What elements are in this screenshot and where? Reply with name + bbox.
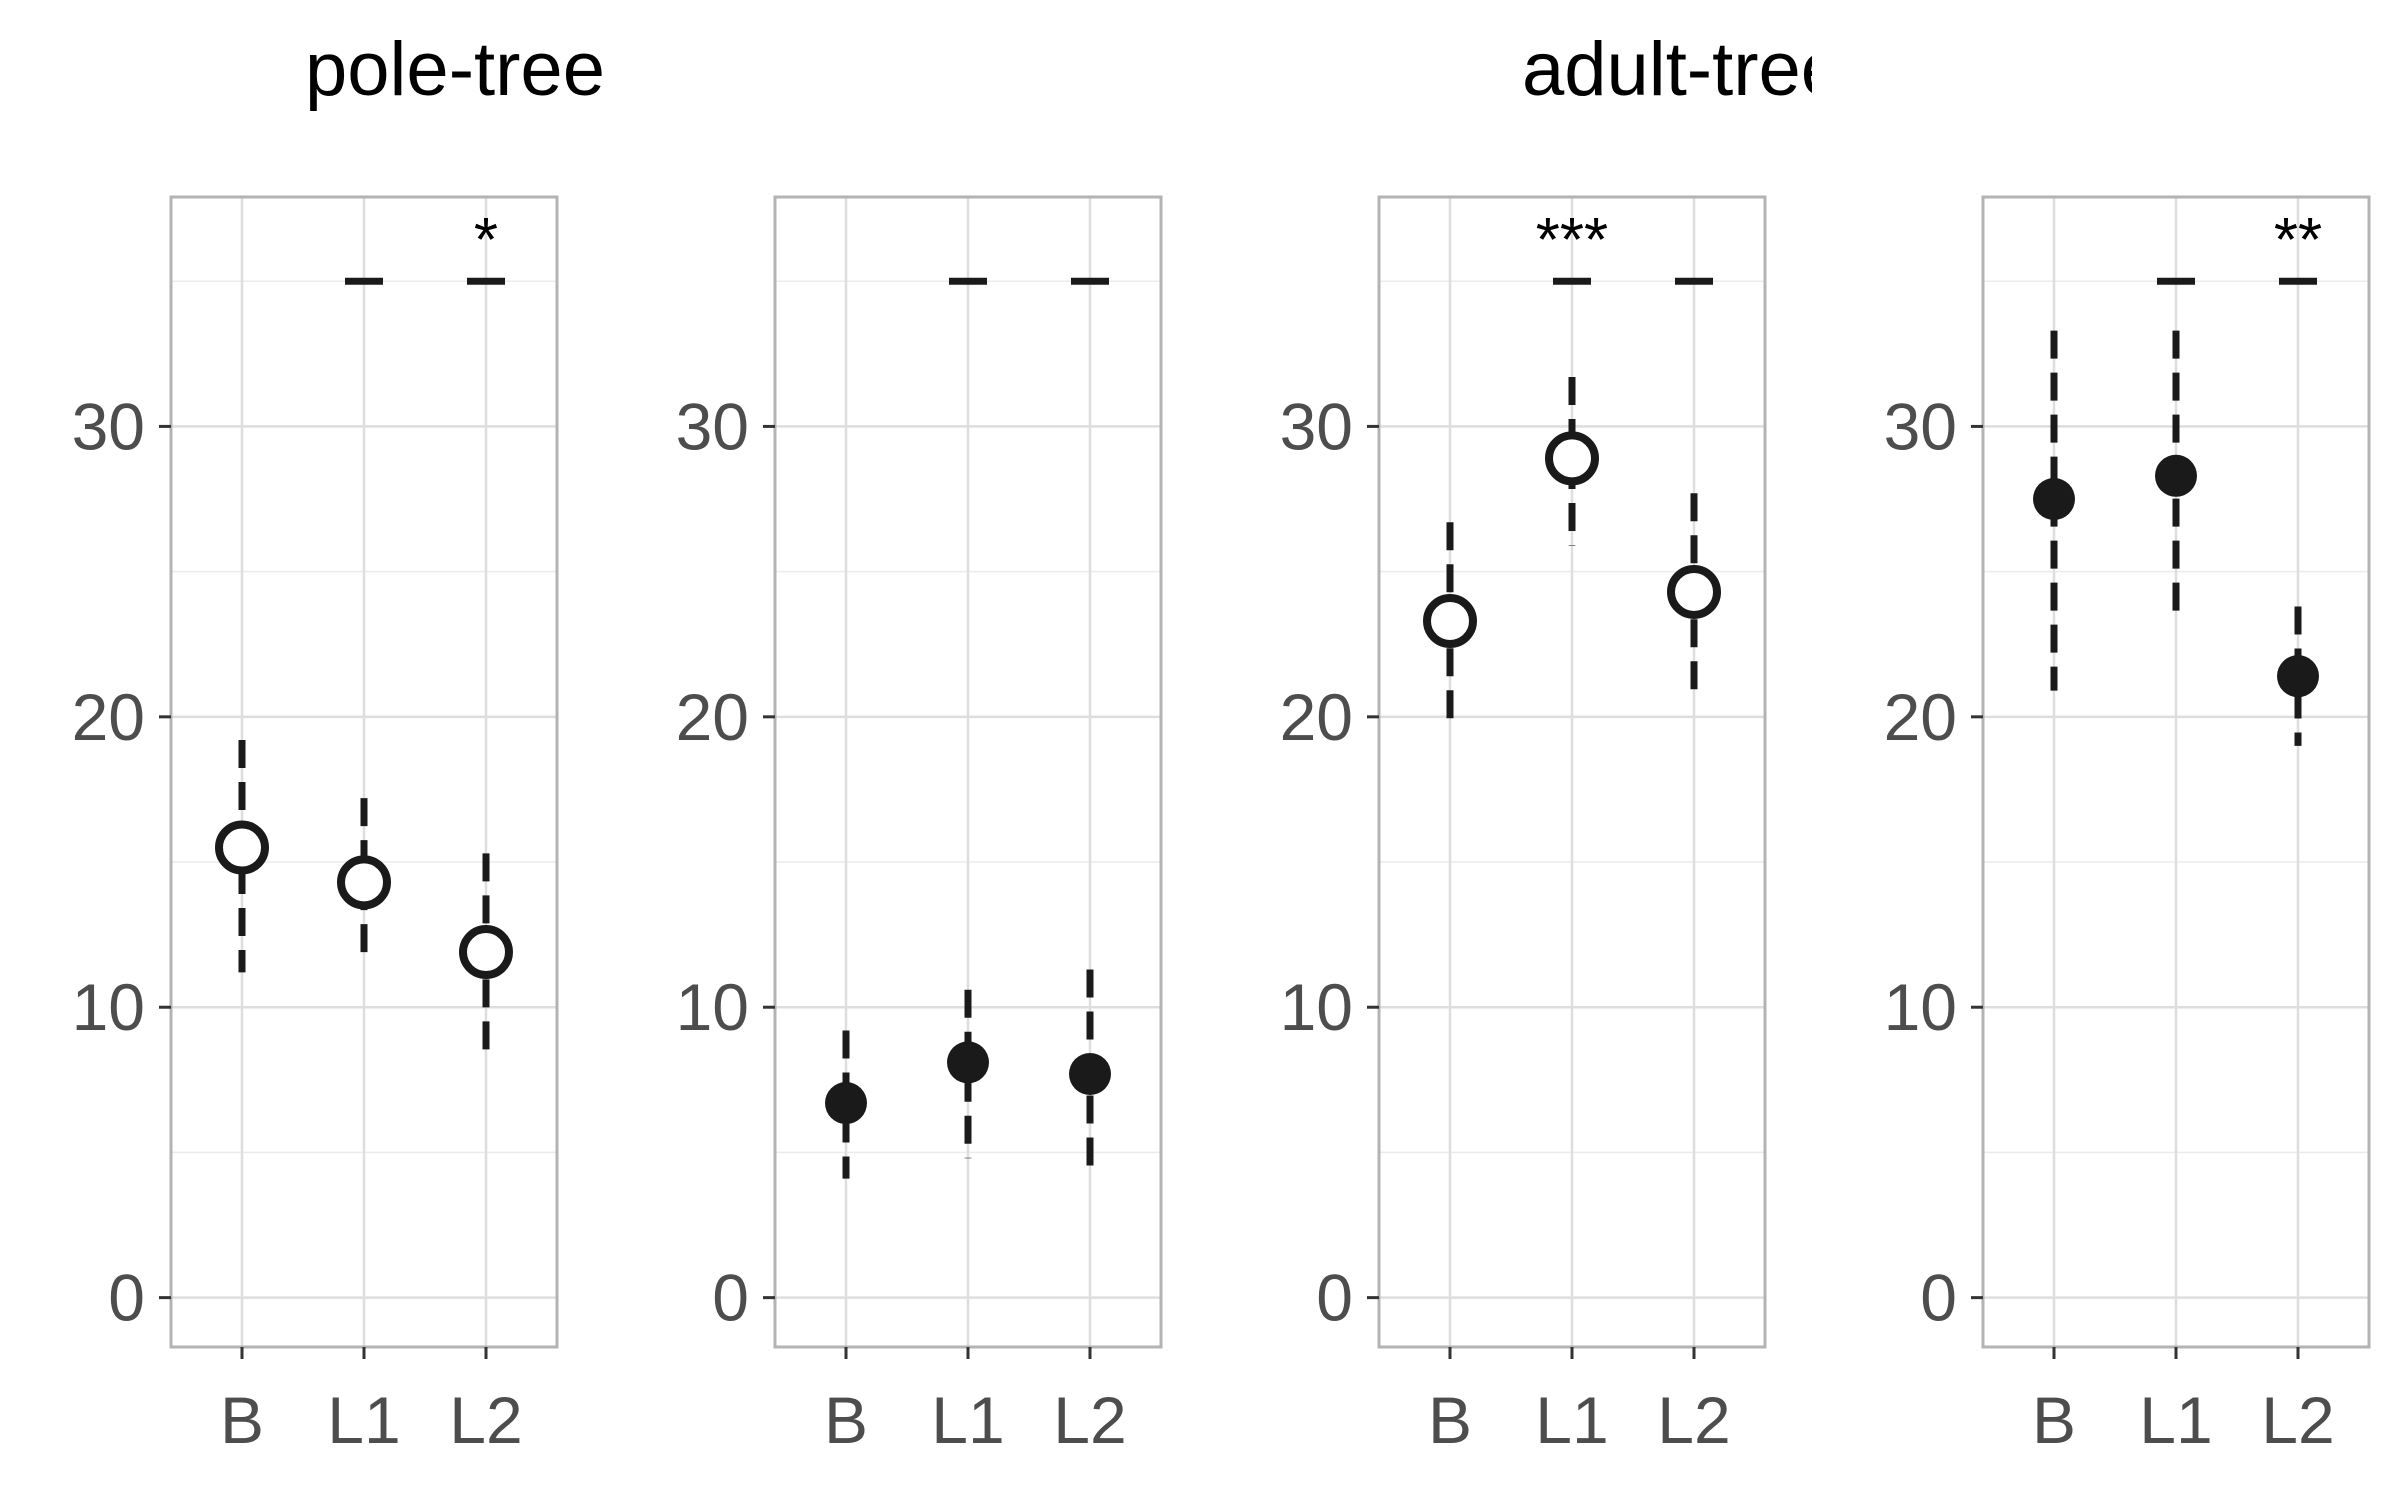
y-tick-label: 30 — [1884, 389, 1957, 463]
data-point — [2155, 454, 2197, 497]
y-tick-label: 0 — [1920, 1261, 1957, 1335]
y-tick-label: 20 — [676, 680, 749, 754]
significance-label: * — [474, 206, 498, 275]
x-tick-label: L1 — [1535, 1383, 1608, 1457]
x-tick-label: B — [1428, 1383, 1472, 1457]
x-tick-label: B — [220, 1383, 264, 1457]
x-tick-label: B — [2032, 1383, 2076, 1457]
x-tick-label: L2 — [2261, 1383, 2334, 1457]
x-tick-label: L2 — [1657, 1383, 1730, 1457]
data-point — [1667, 564, 1721, 619]
y-tick-label: 30 — [676, 389, 749, 463]
y-tick-label: 10 — [72, 970, 145, 1044]
data-point — [215, 820, 269, 875]
x-tick-label: B — [824, 1383, 868, 1457]
significance-label: ** — [2274, 206, 2322, 275]
y-tick-label: 30 — [72, 389, 145, 463]
data-point — [2033, 478, 2075, 521]
data-point — [1069, 1053, 1111, 1096]
significance-label: *** — [1536, 206, 1608, 275]
data-point — [2277, 655, 2319, 698]
x-tick-label: L1 — [931, 1383, 1004, 1457]
data-point — [459, 925, 513, 980]
y-tick-label: 30 — [1280, 389, 1353, 463]
data-point — [337, 855, 391, 910]
data-point — [1545, 431, 1599, 486]
data-point — [947, 1041, 989, 1084]
x-tick-label: L1 — [2139, 1383, 2212, 1457]
y-tick-label: 20 — [72, 680, 145, 754]
y-tick-label: 10 — [1280, 970, 1353, 1044]
y-tick-label: 20 — [1280, 680, 1353, 754]
x-tick-label: L2 — [449, 1383, 522, 1457]
x-tick-label: L1 — [327, 1383, 400, 1457]
data-point — [1423, 593, 1477, 648]
y-tick-label: 10 — [1884, 970, 1957, 1044]
y-tick-label: 10 — [676, 970, 749, 1044]
group-title-pole-tree: pole-tree — [305, 27, 605, 112]
y-tick-label: 0 — [1316, 1261, 1353, 1335]
x-tick-label: L2 — [1053, 1383, 1126, 1457]
data-point — [825, 1082, 867, 1125]
y-tick-label: 0 — [108, 1261, 145, 1335]
group-title-adult-tree: adult-tree — [1522, 27, 1812, 112]
y-tick-label: 20 — [1884, 680, 1957, 754]
y-tick-label: 0 — [712, 1261, 749, 1335]
